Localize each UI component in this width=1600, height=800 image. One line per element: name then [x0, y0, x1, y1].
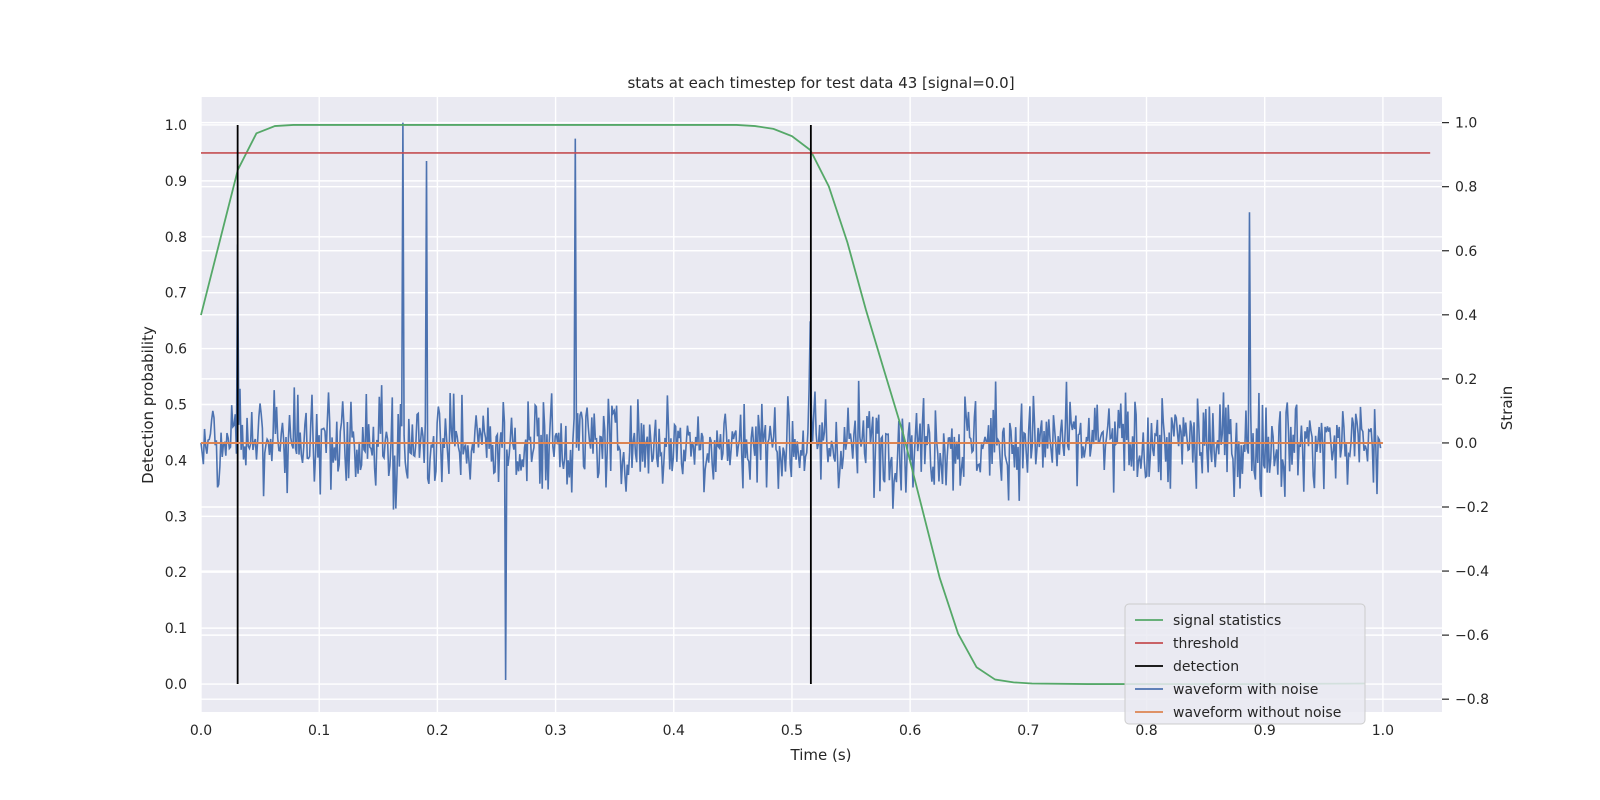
grid — [200, 97, 1442, 712]
y2-tick-label: 0.0 — [1455, 436, 1477, 452]
y-axis-label: Detection probability — [139, 326, 157, 484]
x-tick-label: 0.2 — [426, 723, 448, 739]
y-tick-label: 0.1 — [165, 621, 187, 637]
y-tick-label: 0.8 — [165, 230, 187, 246]
x-tick-label: 0.4 — [663, 723, 685, 739]
legend-label: waveform with noise — [1173, 682, 1318, 698]
y2-tick-label: 0.4 — [1455, 308, 1477, 324]
y2-tick-label: −0.2 — [1455, 500, 1489, 516]
y-tick-label: 0.2 — [165, 565, 187, 581]
x-tick-label: 0.6 — [899, 723, 921, 739]
x-tick-label: 0.1 — [308, 723, 330, 739]
y-tick-label: 0.6 — [165, 342, 187, 358]
y-tick-label: 0.5 — [165, 398, 187, 414]
legend: signal statistics threshold detection wavef… — [1124, 603, 1366, 725]
y2-tick-label: −0.4 — [1455, 564, 1489, 580]
legend-box — [1124, 603, 1366, 725]
chart-title: stats at each timestep for test data 43 … — [627, 74, 1014, 92]
x-tick-label: 0.8 — [1135, 723, 1157, 739]
y-tick-label: 0.9 — [165, 174, 187, 190]
y2-tick-label: 1.0 — [1455, 116, 1477, 132]
y-tick-label: 0.7 — [165, 286, 187, 302]
legend-label: waveform without noise — [1173, 705, 1341, 721]
ticks: 0.0 0.1 0.2 0.3 0.4 0.5 0.6 0.7 0.8 0.9 1.0 0.0 0.1 0… — [165, 116, 1489, 739]
y2-tick-label: 0.8 — [1455, 180, 1477, 196]
x-tick-label: 0.7 — [1017, 723, 1039, 739]
y-tick-label: 0.3 — [165, 509, 187, 525]
y-tick-label: 0.0 — [165, 677, 187, 693]
y-tick-label: 1.0 — [165, 118, 187, 134]
y2-axis-label: Strain — [1498, 386, 1516, 430]
x-tick-label: 0.3 — [544, 723, 566, 739]
x-tick-label: 1.0 — [1372, 723, 1394, 739]
legend-label: threshold — [1173, 636, 1239, 652]
x-tick-label: 0.5 — [781, 723, 803, 739]
x-axis-label: Time (s) — [790, 746, 852, 764]
y2-tick-label: 0.6 — [1455, 244, 1477, 260]
plot-area — [200, 122, 1431, 685]
x-tick-label: 0.9 — [1254, 723, 1276, 739]
y2-tick-label: 0.2 — [1455, 372, 1477, 388]
y-tick-label: 0.4 — [165, 453, 187, 469]
y2-tick-label: −0.6 — [1455, 628, 1489, 644]
legend-label: detection — [1173, 659, 1239, 675]
x-tick-label: 0.0 — [190, 723, 212, 739]
y2-tick-label: −0.8 — [1455, 692, 1489, 708]
series-signal-statistics — [200, 124, 1365, 685]
legend-label: signal statistics — [1173, 613, 1281, 629]
